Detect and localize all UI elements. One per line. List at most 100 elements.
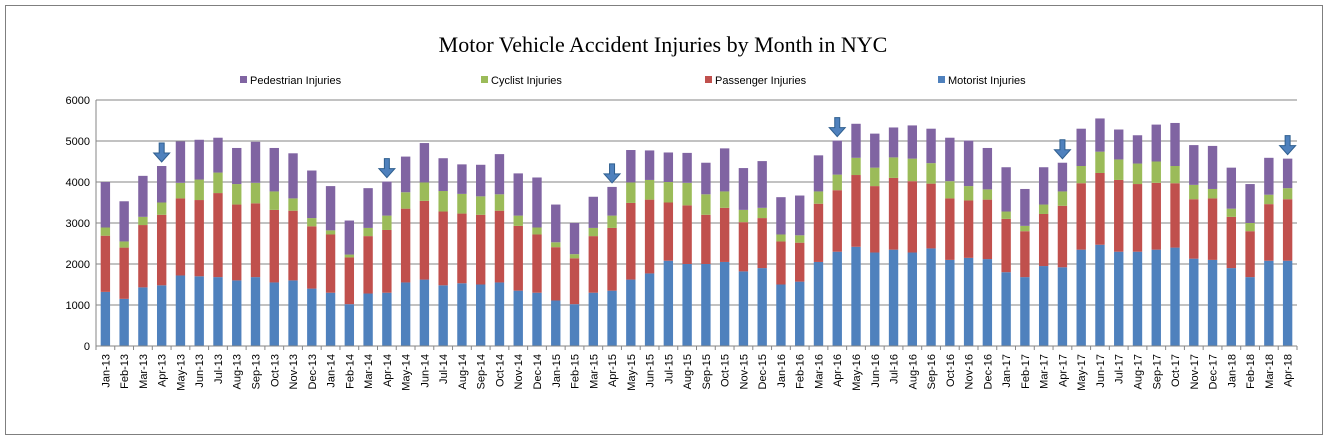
bar-segment xyxy=(363,227,373,237)
bar-segment xyxy=(1245,277,1255,346)
y-tick-label: 6000 xyxy=(66,95,90,107)
bar-segment xyxy=(551,300,561,346)
bar-segment xyxy=(213,193,223,278)
bar-segment xyxy=(438,191,448,212)
bar-segment xyxy=(1226,208,1237,217)
bar-segment xyxy=(1095,172,1105,245)
bar-segment xyxy=(682,182,692,206)
x-tick-label: Nov-15 xyxy=(738,354,750,389)
bar-segment xyxy=(701,162,711,195)
bar-segment xyxy=(1151,161,1161,183)
bar-segment xyxy=(682,205,692,264)
bar-segment xyxy=(1170,122,1180,167)
bar-segment xyxy=(532,234,542,293)
bar-segment xyxy=(476,214,486,285)
bar-segment xyxy=(100,227,111,236)
bar-segment xyxy=(1264,260,1274,346)
bar-segment xyxy=(1038,204,1049,214)
bar-segment xyxy=(175,198,186,276)
bar-segment xyxy=(269,209,279,283)
bar-segment xyxy=(888,157,899,178)
bar-segment xyxy=(1282,188,1293,200)
bar-segment xyxy=(907,125,917,159)
bar-segment xyxy=(1076,183,1086,250)
bar-segment xyxy=(1207,198,1218,260)
bar-segment xyxy=(494,282,505,346)
bar-segment xyxy=(588,292,598,346)
bar-segment xyxy=(607,227,617,291)
bar-segment xyxy=(325,230,336,235)
bar-segment xyxy=(776,241,786,285)
bar-segment xyxy=(138,216,148,226)
bar-segment xyxy=(982,259,993,346)
x-tick-label: Dec-13 xyxy=(307,354,319,389)
x-tick-label: May-16 xyxy=(851,354,863,391)
legend-swatch xyxy=(705,76,712,83)
bar-segment xyxy=(738,168,749,210)
bar-segment xyxy=(213,137,223,173)
bar-segment xyxy=(344,304,355,346)
bar-segment xyxy=(1132,163,1143,185)
bar-segment xyxy=(1282,260,1293,346)
bar-segment xyxy=(1264,194,1274,205)
bar-segment xyxy=(926,248,936,346)
bar-segment xyxy=(175,275,186,346)
bar-segment xyxy=(588,236,598,293)
bar-segment xyxy=(457,213,467,284)
bar-segment xyxy=(513,215,523,226)
legend-swatch xyxy=(481,76,488,83)
x-tick-label: Mar-16 xyxy=(813,354,825,389)
bar-segment xyxy=(100,182,111,228)
bar-segment xyxy=(382,181,392,216)
bar-segment xyxy=(795,281,805,346)
bar-segment xyxy=(551,204,561,243)
bar-segment xyxy=(738,271,749,346)
x-tick-label: Sep-15 xyxy=(701,354,713,389)
x-tick-label: Nov-13 xyxy=(288,354,300,389)
bar-segment xyxy=(776,284,786,346)
bar-segment xyxy=(1170,166,1180,184)
bar-segment xyxy=(926,183,936,249)
bar-segment xyxy=(1114,159,1124,180)
x-tick-label: Feb-17 xyxy=(1020,354,1032,389)
arrow-down-icon xyxy=(1053,139,1072,160)
x-tick-label: Aug-14 xyxy=(457,354,469,389)
y-tick-label: 4000 xyxy=(66,177,90,189)
x-tick-label: Sep-14 xyxy=(476,354,488,389)
arrow-down-icon xyxy=(377,158,396,179)
bar-segment xyxy=(569,254,580,259)
x-tick-label: Sep-16 xyxy=(926,354,938,389)
x-tick-label: Aug-17 xyxy=(1132,354,1144,389)
x-tick-label: Oct-16 xyxy=(945,354,957,387)
bar-segment xyxy=(719,148,730,192)
bar-segment xyxy=(1114,129,1124,160)
bar-segment xyxy=(1076,128,1086,167)
bar-segment xyxy=(269,282,279,346)
bar-segment xyxy=(476,284,486,346)
bar-segment xyxy=(213,172,223,194)
bar-segment xyxy=(138,225,148,288)
bar-segment xyxy=(1132,184,1143,252)
x-tick-label: May-17 xyxy=(1076,354,1088,391)
x-tick-label: Jul-16 xyxy=(889,354,901,384)
x-tick-label: Dec-15 xyxy=(757,354,769,389)
x-tick-label: Oct-15 xyxy=(720,354,732,387)
bar-segment xyxy=(870,186,880,253)
bar-segment xyxy=(400,192,411,209)
bar-segment xyxy=(513,290,523,346)
y-tick-label: 2000 xyxy=(66,259,90,271)
bar-segment xyxy=(363,236,373,294)
bar-segment xyxy=(1038,213,1049,267)
bar-segment xyxy=(1020,225,1030,232)
bar-segment xyxy=(232,280,242,346)
bar-segment xyxy=(457,164,467,194)
bar-segment xyxy=(982,189,993,200)
bar-segment xyxy=(1076,166,1086,184)
bar-segment xyxy=(1020,277,1030,346)
bar-segment xyxy=(701,194,711,215)
bar-segment xyxy=(175,182,186,199)
x-tick-label: Jun-16 xyxy=(870,354,882,388)
bar-segment xyxy=(119,298,129,346)
bar-segment xyxy=(1170,247,1180,346)
x-tick-label: Mar-15 xyxy=(588,354,600,389)
